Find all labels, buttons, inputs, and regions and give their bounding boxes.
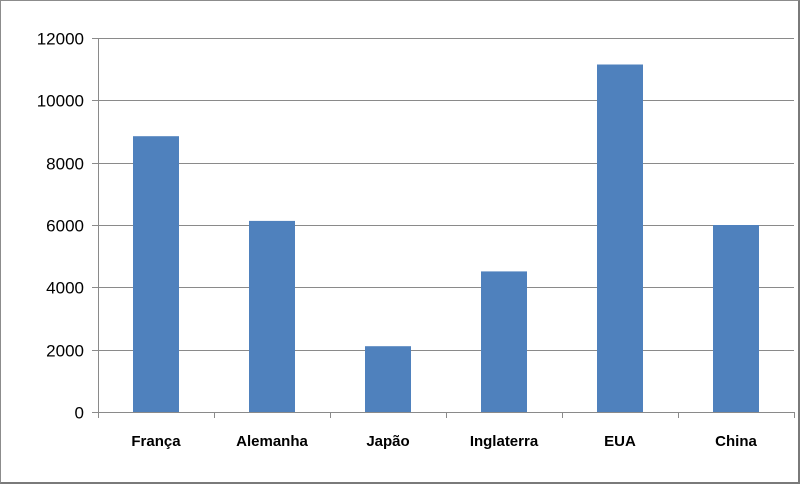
bar-0 (133, 136, 179, 412)
x-tick-label: França (131, 433, 181, 450)
x-tick-label: Inglaterra (470, 433, 539, 450)
bar-3 (481, 271, 527, 412)
axes (92, 38, 795, 418)
y-tick-label: 8000 (46, 155, 84, 174)
tick-labels: 0 2000 4000 6000 8000 10000 12000 França Alemanh… (37, 30, 758, 451)
bar-1 (249, 220, 295, 412)
gridlines (98, 38, 794, 351)
x-tick-label: Japão (366, 433, 409, 450)
x-tick-label: China (715, 433, 757, 450)
y-tick-label: 10000 (37, 92, 84, 111)
bar-2 (365, 346, 411, 412)
y-tick-label: 12000 (37, 30, 84, 49)
y-tick-label: 2000 (46, 342, 84, 361)
x-tick-label: EUA (604, 433, 636, 450)
bars (133, 64, 759, 412)
y-tick-label: 6000 (46, 217, 84, 236)
bar-5 (713, 225, 759, 412)
bar-4 (597, 64, 643, 412)
y-tick-label: 4000 (46, 279, 84, 298)
x-tick-label: Alemanha (236, 433, 308, 450)
y-tick-label: 0 (75, 404, 84, 423)
